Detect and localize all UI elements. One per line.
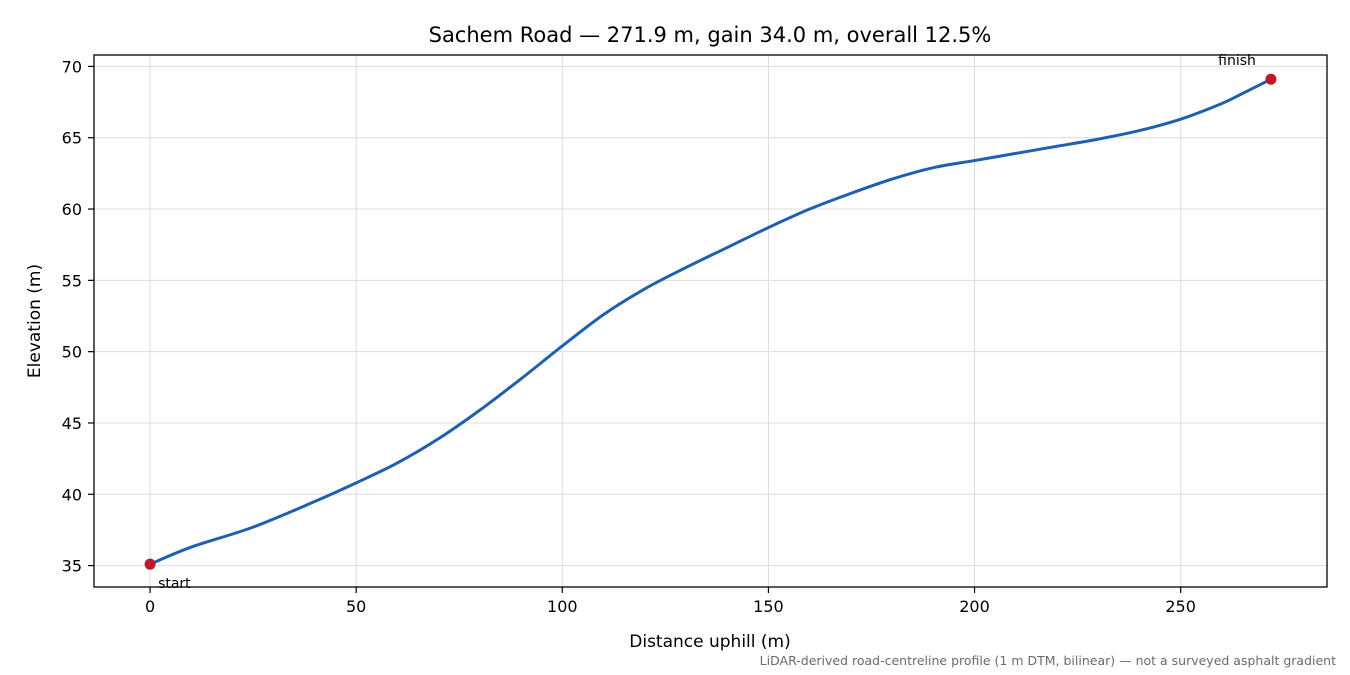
footnote: LiDAR-derived road-centreline profile (1… bbox=[760, 653, 1336, 668]
y-tick-label: 55 bbox=[62, 271, 82, 290]
plot-area: start finish bbox=[144, 53, 1277, 592]
chart-title: Sachem Road — 271.9 m, gain 34.0 m, over… bbox=[429, 23, 992, 47]
y-axis-label: Elevation (m) bbox=[25, 264, 45, 378]
x-tick-label: 50 bbox=[346, 597, 366, 616]
y-tick-label: 35 bbox=[62, 557, 82, 576]
y-tick-label: 65 bbox=[62, 129, 82, 148]
x-axis-label: Distance uphill (m) bbox=[629, 632, 790, 652]
finish-marker bbox=[1265, 73, 1277, 85]
y-axis-ticks: 35 40 45 50 55 60 65 70 bbox=[62, 57, 94, 576]
x-tick-label: 150 bbox=[753, 597, 784, 616]
grid-lines bbox=[94, 55, 1327, 587]
elevation-line bbox=[148, 77, 1273, 566]
start-label: start bbox=[158, 576, 191, 592]
y-tick-label: 60 bbox=[62, 200, 82, 219]
y-tick-label: 40 bbox=[62, 485, 82, 504]
y-tick-label: 45 bbox=[62, 414, 82, 433]
start-marker bbox=[144, 558, 156, 570]
x-tick-label: 250 bbox=[1165, 597, 1196, 616]
y-tick-label: 50 bbox=[62, 343, 82, 362]
plot-frame bbox=[93, 54, 1328, 588]
x-tick-label: 0 bbox=[145, 597, 155, 616]
y-tick-label: 70 bbox=[62, 57, 82, 76]
x-axis-ticks: 0 50 100 150 200 250 bbox=[145, 587, 1196, 616]
x-tick-label: 100 bbox=[547, 597, 578, 616]
x-tick-label: 200 bbox=[959, 597, 990, 616]
finish-label: finish bbox=[1218, 53, 1256, 69]
